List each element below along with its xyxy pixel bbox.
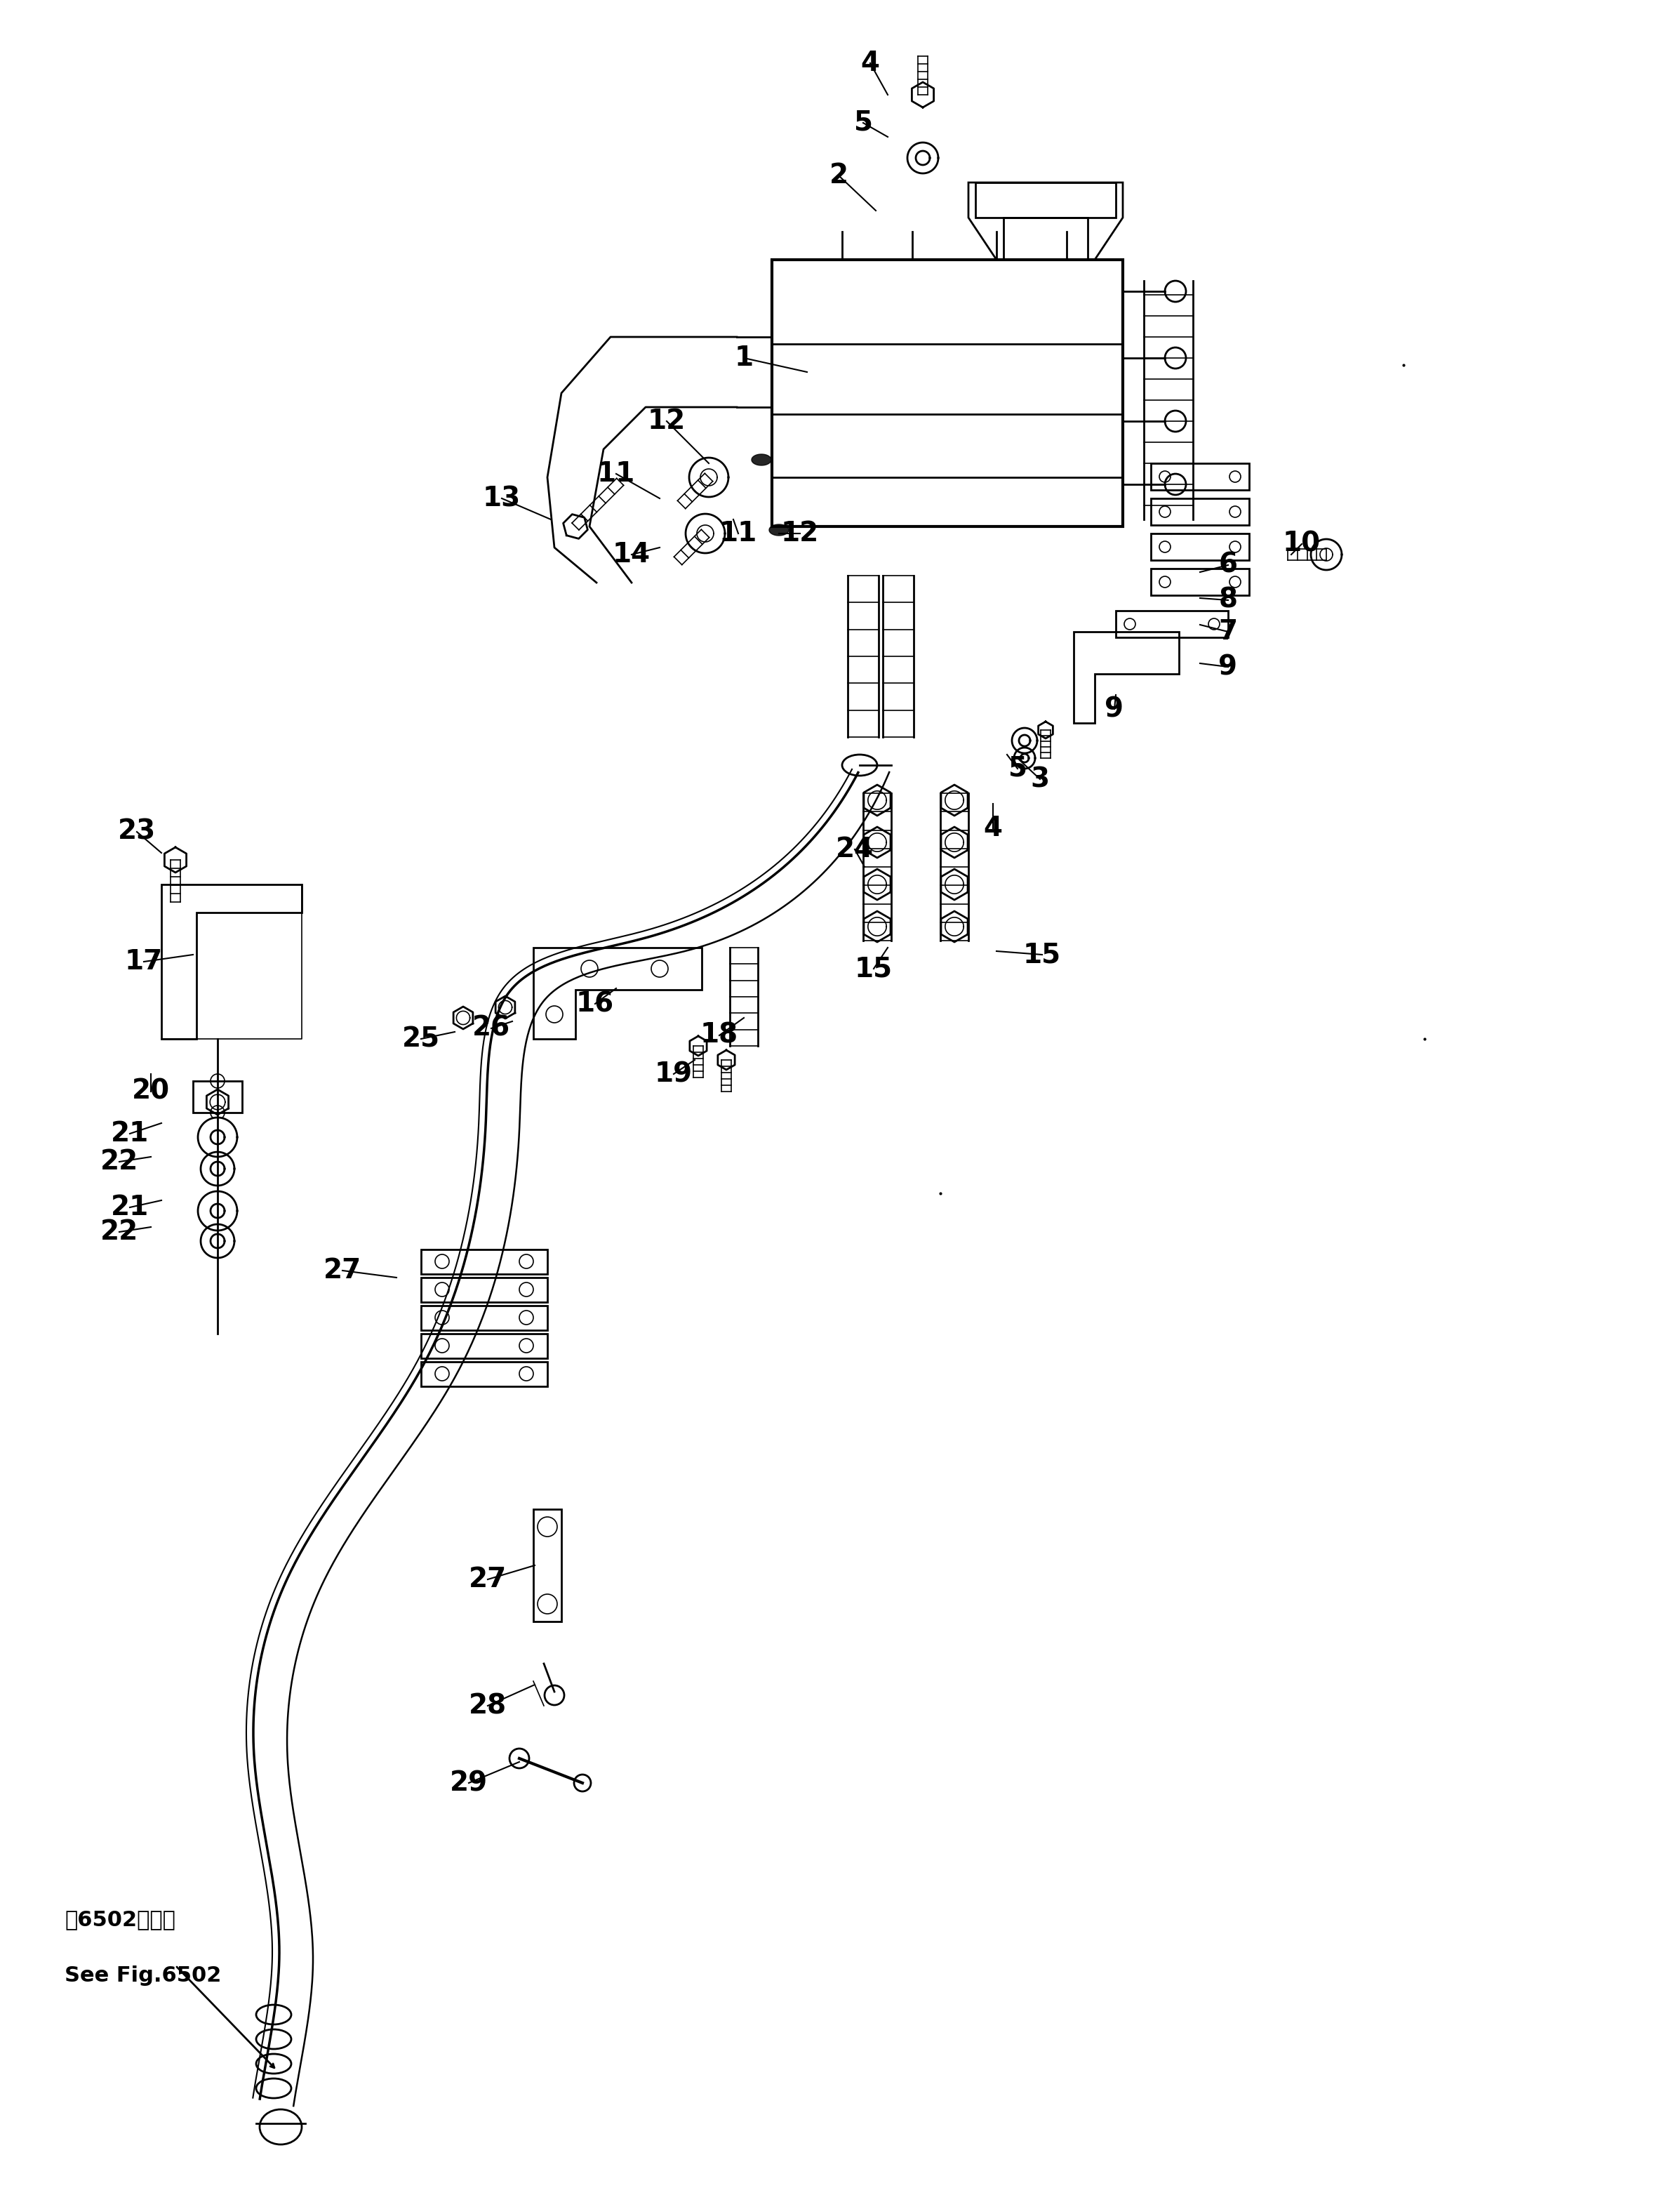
Text: 20: 20: [133, 1079, 170, 1105]
Text: 22: 22: [101, 1219, 138, 1245]
Bar: [422, 1335, 548, 1359]
Text: 29: 29: [450, 1770, 487, 1796]
Polygon shape: [751, 455, 771, 466]
Bar: [1116, 610, 1228, 637]
Text: 27: 27: [469, 1567, 507, 1593]
Text: 19: 19: [655, 1061, 692, 1087]
Bar: [193, 1081, 242, 1114]
Text: 第6502図参照: 第6502図参照: [64, 1910, 175, 1930]
Polygon shape: [769, 525, 790, 536]
Text: 18: 18: [701, 1022, 738, 1048]
Bar: [422, 1278, 548, 1302]
Bar: [422, 1306, 548, 1330]
Text: 15: 15: [855, 956, 892, 982]
Bar: [976, 182, 1116, 217]
Text: 15: 15: [1023, 941, 1062, 967]
Text: 4: 4: [860, 50, 880, 77]
Text: 7: 7: [1218, 619, 1238, 645]
Text: 22: 22: [101, 1149, 138, 1175]
Text: 9: 9: [1218, 654, 1238, 680]
Text: 13: 13: [482, 486, 521, 512]
Polygon shape: [198, 1190, 237, 1230]
Text: 16: 16: [576, 991, 615, 1017]
Text: 10: 10: [1284, 532, 1320, 558]
Text: 12: 12: [647, 407, 685, 435]
Bar: [1151, 499, 1250, 525]
Text: 17: 17: [124, 947, 163, 976]
Text: 26: 26: [472, 1015, 511, 1041]
Text: 1: 1: [734, 346, 753, 372]
Text: 23: 23: [118, 818, 156, 845]
Text: 2: 2: [828, 162, 848, 188]
Bar: [1151, 534, 1250, 560]
Text: 28: 28: [469, 1694, 507, 1720]
Text: 8: 8: [1218, 586, 1238, 613]
Text: 27: 27: [324, 1258, 361, 1284]
Text: 24: 24: [835, 836, 874, 862]
Bar: [771, 260, 1122, 527]
Text: 12: 12: [781, 521, 820, 547]
Text: 21: 21: [111, 1120, 150, 1147]
Text: 14: 14: [613, 540, 650, 569]
Text: 9: 9: [1105, 696, 1124, 722]
Text: 11: 11: [719, 521, 758, 547]
Bar: [422, 1249, 548, 1273]
Text: 21: 21: [111, 1195, 150, 1221]
Text: 3: 3: [1030, 766, 1050, 792]
Text: See Fig.6502: See Fig.6502: [64, 1965, 222, 1987]
Bar: [1003, 217, 1087, 260]
Text: 11: 11: [596, 459, 635, 488]
Polygon shape: [198, 1118, 237, 1157]
Bar: [422, 1361, 548, 1387]
Bar: [1151, 464, 1250, 490]
Text: 4: 4: [983, 814, 1003, 842]
Bar: [1151, 569, 1250, 595]
Text: 5: 5: [853, 109, 872, 136]
Text: 25: 25: [402, 1026, 440, 1052]
Text: 5: 5: [1008, 755, 1026, 781]
Text: 6: 6: [1218, 551, 1238, 578]
